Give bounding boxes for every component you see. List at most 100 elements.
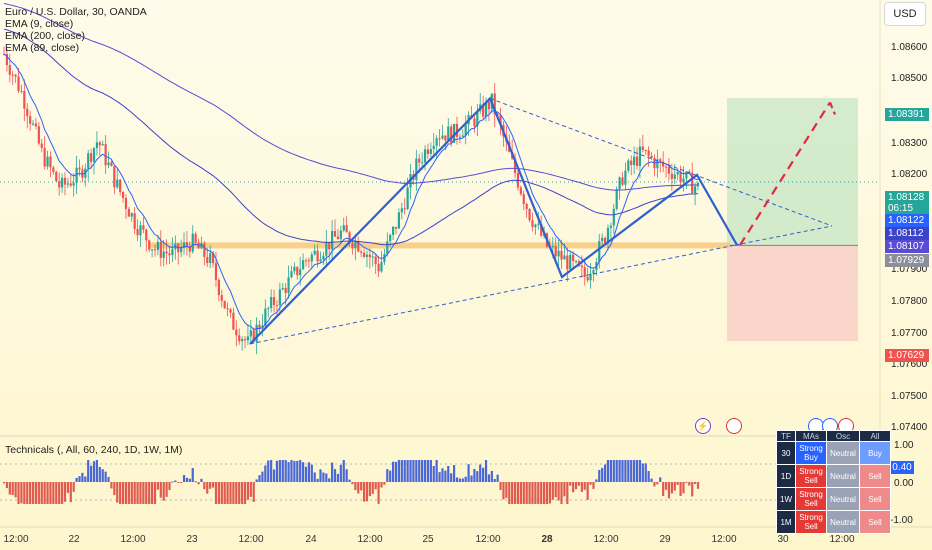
technicals-bar: [264, 465, 267, 482]
candle-body: [246, 336, 250, 341]
us-flag-event-icon[interactable]: [726, 418, 742, 434]
candle-body: [534, 224, 537, 228]
osc-cell: Neutral: [826, 510, 860, 534]
technicals-bar: [58, 482, 61, 504]
candle-body: [26, 108, 29, 117]
ema-89-legend[interactable]: EMA (89, close): [5, 42, 80, 54]
candle-body: [438, 138, 441, 140]
entry-price-tag: 1.07929: [885, 254, 929, 267]
candle-body: [342, 225, 345, 231]
candle-body: [432, 145, 435, 150]
candle-body: [647, 150, 650, 156]
technicals-bar: [319, 469, 322, 482]
technicals-bar: [29, 482, 32, 504]
technicals-bar: [299, 460, 302, 482]
candle-body: [229, 309, 232, 313]
candle-body: [185, 242, 189, 247]
all-cell: Sell: [859, 487, 891, 511]
candle-body: [66, 183, 69, 185]
candle-body: [531, 220, 534, 228]
technicals-bar: [40, 482, 43, 504]
technicals-bar: [441, 468, 444, 482]
technicals-bar: [168, 482, 171, 491]
candle-body: [461, 135, 464, 137]
technicals-bar: [348, 479, 351, 482]
upper-trendline: [489, 97, 833, 227]
technicals-bar: [145, 482, 148, 504]
technicals-bar: [380, 482, 383, 488]
technicals-bar: [647, 471, 650, 482]
technicals-bar: [153, 482, 157, 504]
ema-200-legend[interactable]: EMA (200, close): [5, 30, 85, 42]
technicals-bar: [455, 477, 459, 482]
technicals-bar: [11, 482, 14, 495]
candle-body: [226, 308, 229, 310]
candle-body: [182, 242, 186, 248]
technicals-bar: [409, 460, 412, 482]
candle-body: [95, 142, 99, 149]
technicals-bar: [17, 482, 20, 504]
technicals-bar: [232, 482, 235, 504]
dividend-event-icon[interactable]: ⚡: [695, 418, 711, 434]
technicals-bar: [473, 469, 476, 482]
technicals-bar: [281, 460, 284, 482]
time-axis-label: 12:00: [475, 534, 501, 545]
table-row: 1D Strong Sell Neutral Sell: [776, 464, 891, 488]
technicals-bar: [5, 482, 9, 489]
mas-cell: Strong Buy: [795, 441, 827, 465]
candle-body: [377, 263, 380, 272]
candle-body: [394, 226, 398, 229]
technicals-bar: [563, 482, 566, 497]
candle-body: [606, 227, 610, 243]
candle-body: [116, 179, 119, 188]
technicals-bar: [110, 482, 113, 489]
candle-body: [58, 181, 61, 188]
candle-body: [679, 171, 682, 183]
time-axis-label: 28: [541, 534, 553, 545]
technicals-bar: [429, 460, 432, 482]
technicals-bar: [270, 460, 273, 482]
technicals-bar: [171, 481, 174, 483]
candle-body: [153, 249, 157, 251]
candle-body: [63, 177, 67, 185]
all-cell: Sell: [859, 464, 891, 488]
candle-body: [60, 177, 64, 188]
currency-button[interactable]: USD: [884, 2, 926, 26]
technicals-bar: [49, 482, 52, 504]
candle-body: [235, 329, 238, 336]
candle-body: [194, 233, 197, 243]
candle-body: [621, 177, 624, 185]
technicals-bar: [156, 482, 159, 490]
candle-body: [656, 159, 659, 169]
technicals-bar: [121, 482, 125, 504]
technicals-bar: [476, 471, 479, 482]
technicals-legend[interactable]: Technicals (, All, 60, 240, 1D, 1W, 1M): [5, 444, 183, 456]
technicals-bar: [365, 482, 369, 502]
technicals-bar: [525, 482, 528, 504]
technicals-bar: [540, 482, 543, 504]
technicals-bar: [534, 482, 537, 504]
candle-body: [72, 182, 75, 186]
candle-body: [572, 254, 575, 262]
technicals-bar: [397, 460, 401, 482]
technicals-bar: [403, 460, 406, 482]
candle-body: [46, 156, 49, 167]
technicals-bar: [217, 482, 220, 504]
ema-9-legend[interactable]: EMA (9, close): [5, 18, 74, 30]
candle-body: [121, 192, 125, 199]
candle-body: [348, 232, 351, 243]
candle-body: [43, 147, 46, 167]
technicals-bar: [124, 482, 128, 504]
indicator-value-tag: 0.40: [890, 461, 914, 474]
candle-body: [127, 208, 130, 217]
candle-body: [316, 250, 319, 262]
candle-body: [40, 143, 43, 148]
table-header: All: [859, 430, 891, 442]
candle-body: [203, 243, 206, 258]
symbol-title[interactable]: Euro / U.S. Dollar, 30, OANDA: [5, 6, 147, 18]
candle-body: [211, 253, 215, 264]
table-header: MAs: [795, 430, 827, 442]
technicals-bar: [551, 482, 554, 500]
